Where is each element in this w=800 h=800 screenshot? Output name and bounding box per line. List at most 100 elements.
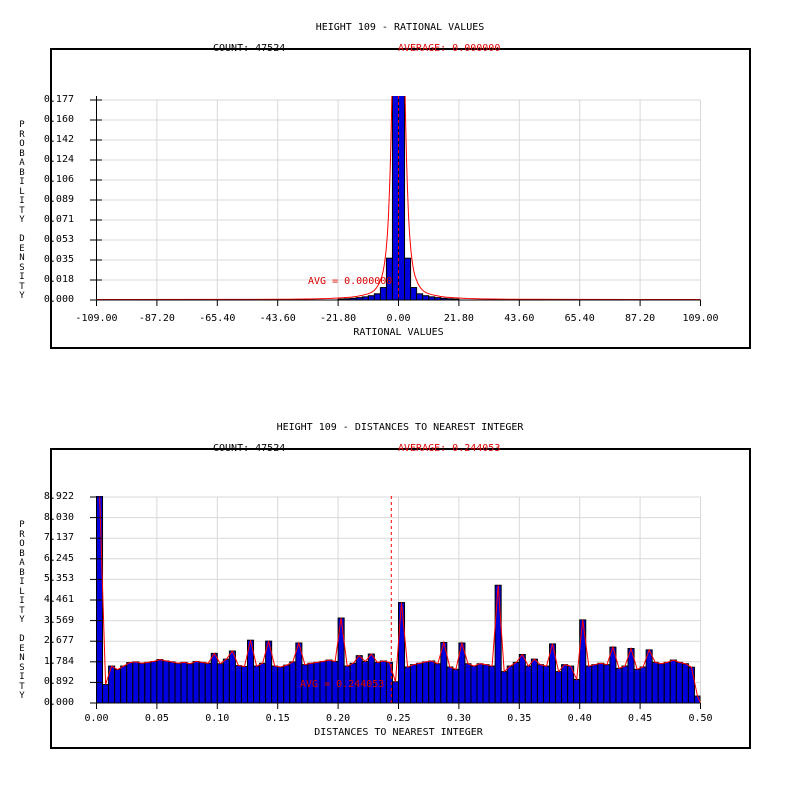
avg-annotation: AVG = 0.244053: [300, 679, 385, 690]
x-tick-label: 65.40: [564, 313, 595, 324]
x-tick-label: 109.00: [682, 313, 719, 324]
histogram-bar: [518, 654, 526, 703]
x-tick-label: 0.00: [84, 713, 109, 724]
histogram-bar: [174, 662, 182, 703]
histogram-bar: [422, 661, 430, 703]
rational-values-chart: HEIGHT 109 - RATIONAL VALUES COUNT: 4752…: [19, 22, 751, 349]
y-tick-label: 0.124: [43, 154, 74, 165]
histogram-bar: [398, 96, 406, 300]
histogram-bar: [512, 661, 520, 703]
histogram-bar: [470, 665, 478, 703]
x-tick-label: -43.60: [259, 313, 296, 324]
x-tick-label: -109.00: [75, 313, 118, 324]
y-tick-label: 4.461: [43, 594, 74, 605]
histogram-bar: [645, 649, 653, 703]
y-axis-title-letter: P: [19, 120, 25, 130]
histogram-bar: [144, 661, 152, 703]
x-tick-label: 0.20: [326, 713, 351, 724]
histogram-bar: [657, 663, 665, 703]
y-tick-label: 0.106: [43, 174, 74, 185]
histogram-bar: [120, 665, 128, 703]
y-axis-title-letter: I: [19, 596, 25, 606]
y-axis-title-letter: R: [19, 529, 25, 540]
x-axis-label: RATIONAL VALUES: [353, 327, 444, 338]
histogram-bar: [391, 681, 399, 703]
histogram-bar: [222, 658, 230, 703]
distances-plot: [50, 448, 751, 749]
y-axis-title-letter: I: [19, 272, 25, 282]
y-tick-label: 0.018: [43, 274, 74, 285]
histogram-bar: [530, 658, 538, 703]
histogram-bar: [198, 661, 206, 703]
histogram-bar: [253, 665, 261, 703]
histogram-bar: [180, 661, 188, 703]
y-tick-label: 5.353: [43, 573, 74, 585]
y-axis-title-letter: Y: [19, 291, 25, 301]
y-axis-title-letter: I: [19, 672, 25, 682]
y-axis-title-letter: D: [19, 634, 25, 644]
avg-annotation: AVG = 0.000000: [308, 276, 393, 287]
y-axis-title-letter: L: [19, 186, 25, 197]
histogram-bar: [138, 662, 146, 703]
y-tick-label: 3.569: [43, 614, 74, 626]
x-tick-label: -21.80: [320, 313, 357, 324]
histogram-bar: [216, 663, 224, 703]
histogram-bar: [561, 664, 569, 703]
count-label: COUNT: 47524: [213, 443, 286, 454]
histogram-bar: [603, 664, 611, 703]
count-label: COUNT: 47524: [213, 43, 286, 54]
chart-frame: [50, 48, 751, 349]
histogram-bar: [404, 666, 412, 703]
histogram-bar: [428, 660, 436, 703]
y-axis-title-letter: S: [19, 262, 25, 273]
y-tick-label: 8.922: [43, 491, 74, 502]
histogram-bar: [404, 257, 412, 300]
histogram-bar: [591, 664, 599, 703]
y-axis-title-letter: A: [19, 158, 25, 168]
y-tick-label: 0.000: [43, 697, 74, 708]
y-axis-title-letter: B: [19, 548, 25, 559]
y-axis-title-letter: Y: [19, 215, 25, 225]
histogram-bar: [506, 665, 514, 703]
y-axis-title-letter: D: [19, 234, 25, 244]
chart-title: HEIGHT 109 - RATIONAL VALUES: [315, 22, 485, 33]
histogram-bar: [494, 584, 502, 703]
y-tick-label: 0.089: [43, 194, 74, 205]
y-axis-title-letter: B: [19, 167, 25, 178]
x-tick-label: 21.80: [443, 313, 474, 324]
histogram-bar: [536, 664, 544, 703]
y-axis-title-letter: O: [19, 539, 25, 549]
y-axis-title-letter: T: [19, 681, 25, 692]
histogram-bar: [271, 665, 279, 703]
y-axis-title-letter: S: [19, 662, 25, 673]
density-curve: [96, 96, 701, 300]
histogram-bar: [633, 668, 641, 703]
histogram-bar: [204, 662, 212, 703]
histogram-bar: [410, 664, 418, 703]
histogram-bar: [162, 660, 170, 703]
histogram-bar: [542, 665, 551, 703]
histogram-bar: [186, 663, 194, 703]
y-tick-label: 1.784: [43, 655, 74, 667]
chart-title: HEIGHT 109 - DISTANCES TO NEAREST INTEGE…: [276, 422, 524, 433]
y-tick-label: 8.030: [43, 511, 74, 523]
x-tick-label: 0.45: [628, 713, 653, 724]
histogram-bar: [675, 661, 683, 703]
histogram-bar: [150, 660, 158, 703]
y-axis-title-letter: I: [19, 177, 25, 187]
y-axis-title-letter: Y: [19, 615, 25, 625]
histogram-bar: [422, 295, 430, 300]
histogram-bar: [373, 293, 381, 300]
distances-chart: HEIGHT 109 - DISTANCES TO NEAREST INTEGE…: [0, 400, 800, 800]
histogram-bar: [555, 671, 563, 703]
x-tick-label: 0.50: [688, 713, 713, 724]
y-axis-title-letter: B: [19, 148, 25, 159]
x-tick-label: 0.35: [507, 713, 532, 724]
y-tick-label: 0.142: [43, 134, 74, 145]
histogram-bar: [573, 678, 581, 703]
histogram-bar: [102, 684, 110, 703]
histogram-bar: [524, 665, 532, 703]
x-tick-label: -87.20: [138, 313, 175, 324]
histogram-bar: [488, 665, 496, 703]
y-tick-label: 0.000: [43, 294, 74, 305]
